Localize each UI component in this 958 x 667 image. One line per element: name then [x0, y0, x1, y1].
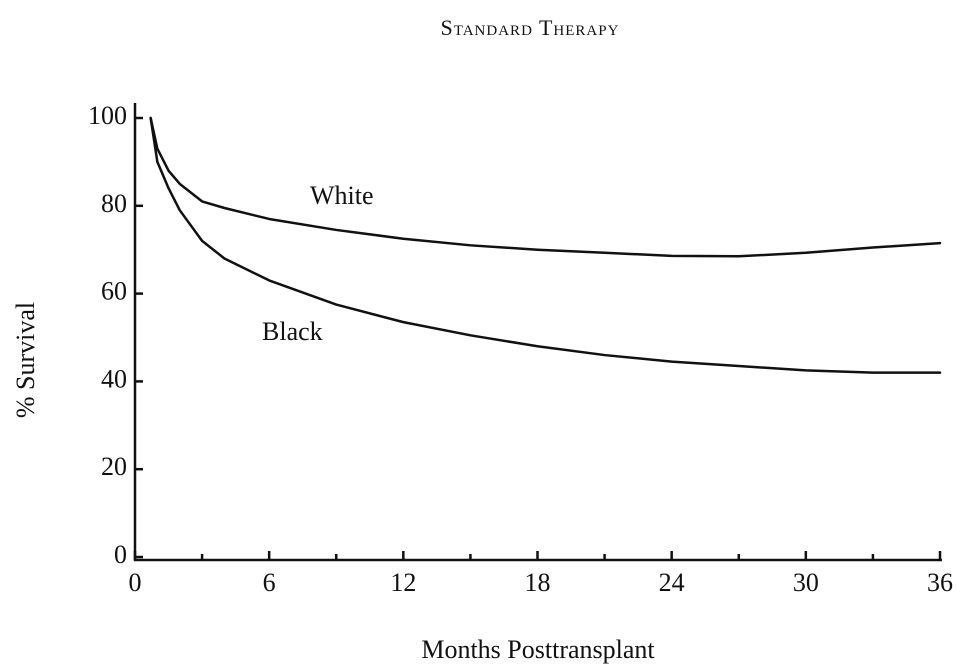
x-tick-label: 0 [129, 568, 142, 597]
chart-title: Standard Therapy [441, 15, 620, 40]
x-tick-label: 30 [793, 568, 819, 597]
y-tick-label: 0 [114, 540, 127, 569]
series-label: Black [262, 317, 323, 346]
y-axis-label: % Survival [11, 302, 40, 418]
x-tick-label: 36 [927, 568, 953, 597]
x-tick-label: 18 [525, 568, 551, 597]
series-label: White [310, 181, 374, 210]
line [149, 116, 942, 258]
x-tick-label: 24 [659, 568, 685, 597]
y-tick-label: 100 [88, 101, 127, 130]
y-tick-label: 40 [101, 364, 127, 393]
axes [133, 103, 942, 562]
y-tick-label: 20 [101, 452, 127, 481]
x-tick-label: 6 [263, 568, 276, 597]
y-tick-label: 80 [101, 189, 127, 218]
y-tick-label: 60 [101, 277, 127, 306]
x-axis-label: Months Posttransplant [421, 635, 655, 664]
line [149, 116, 942, 374]
x-tick-label: 12 [390, 568, 416, 597]
